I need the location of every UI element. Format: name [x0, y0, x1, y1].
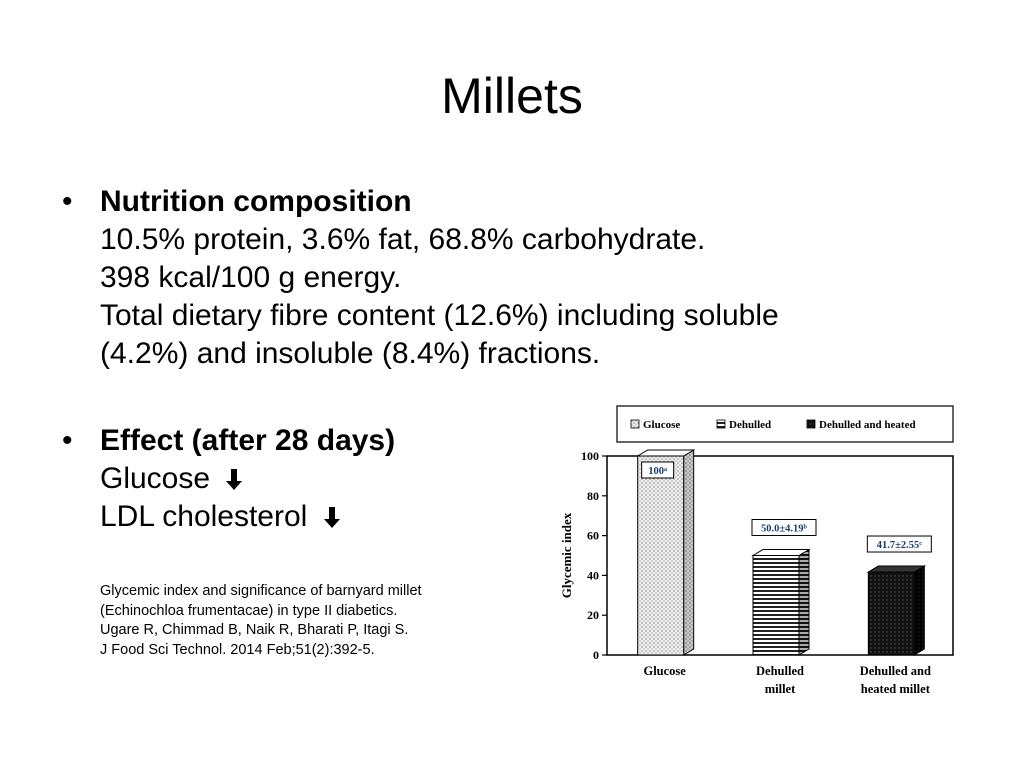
y-tick-label: 80: [587, 489, 599, 503]
effect-item: Glucose: [100, 460, 962, 498]
bullet-dot: •: [62, 185, 73, 218]
bar-side: [683, 449, 695, 656]
bullet-line: 398 kcal/100 g energy.: [100, 261, 402, 294]
effect-item: LDL cholesterol: [100, 498, 962, 536]
bullet-line: Total dietary fibre content (12.6%) incl…: [100, 299, 779, 332]
bullet-line: 10.5% protein, 3.6% fat, 68.8% carbohydr…: [100, 223, 706, 256]
data-label-box: [866, 535, 932, 553]
bullet-nutrition: • Nutrition composition 10.5% protein, 3…: [62, 183, 962, 373]
slide-title: Millets: [441, 68, 583, 124]
x-tick-label: Dehulled and: [860, 664, 931, 678]
y-tick-label: 40: [587, 568, 599, 582]
data-label: 41.7±2.55ᶜ: [877, 540, 923, 551]
data-label-box: [751, 519, 817, 536]
bullet-nutrition-body: Nutrition composition 10.5% protein, 3.6…: [100, 183, 962, 373]
x-tick-label: Dehulled: [756, 664, 804, 678]
y-tick-label: 0: [593, 648, 599, 662]
x-tick-label: millet: [765, 682, 796, 696]
citation-line: Ugare R, Chimmad B, Naik R, Bharati P, I…: [100, 622, 409, 638]
legend-swatch: [630, 419, 640, 429]
bar-side: [798, 548, 810, 656]
legend-label: Dehulled: [729, 419, 771, 431]
citation-line: (Echinochloa frumentacae) in type II dia…: [100, 602, 398, 619]
bullet-heading: Effect (after 28 days): [100, 424, 396, 457]
bar-top: [866, 565, 927, 573]
bar: [752, 555, 800, 656]
glycemic-index-chart: 0 20 40 60 80 100 Glycemic index Glucose Dehulle…: [545, 398, 965, 708]
effect-item-label: Glucose: [100, 462, 211, 495]
bar-side: [913, 565, 925, 656]
data-label-box: [641, 461, 675, 479]
bullet-dot: •: [62, 424, 73, 457]
arrow-down-icon: [323, 507, 340, 529]
bar: [867, 571, 915, 656]
effect-item-label: LDL cholesterol: [100, 500, 308, 533]
y-axis-label: Glycemic index: [559, 512, 574, 598]
bullet-heading: Nutrition composition: [100, 185, 412, 218]
chart-svg: 0 20 40 60 80 100 Glycemic index Glucose Dehulle…: [559, 405, 954, 696]
legend-label: Dehulled and heated: [819, 419, 916, 431]
x-tick-label: Glucose: [643, 664, 686, 678]
citation: Glycemic index and significance of barny…: [100, 582, 422, 660]
y-tick-label: 20: [587, 608, 599, 622]
bar: [637, 455, 685, 656]
legend-swatch: [806, 419, 816, 429]
x-tick-label: heated millet: [861, 682, 931, 696]
legend-box: [616, 405, 954, 443]
citation-line: J Food Sci Technol. 2014 Feb;51(2):392-5…: [100, 641, 375, 658]
data-label: 100ᵃ: [648, 466, 667, 477]
y-tick-label: 100: [581, 449, 599, 463]
data-label: 50.0±4.19ᵇ: [761, 524, 808, 535]
citation-line: Glycemic index and significance of barny…: [100, 583, 422, 599]
legend-swatch: [716, 419, 726, 429]
bar-top: [635, 449, 696, 457]
bullet-line: (4.2%) and insoluble (8.4%) fractions.: [100, 337, 601, 370]
bullet-effect: • Effect (after 28 days) Glucose LDL cho…: [62, 422, 962, 536]
bullet-effect-body: Effect (after 28 days) Glucose LDL chole…: [100, 422, 962, 536]
bar-top: [751, 549, 811, 556]
y-tick-label: 60: [587, 529, 599, 543]
arrow-down-icon: [226, 469, 243, 491]
legend-label: Glucose: [643, 419, 680, 431]
